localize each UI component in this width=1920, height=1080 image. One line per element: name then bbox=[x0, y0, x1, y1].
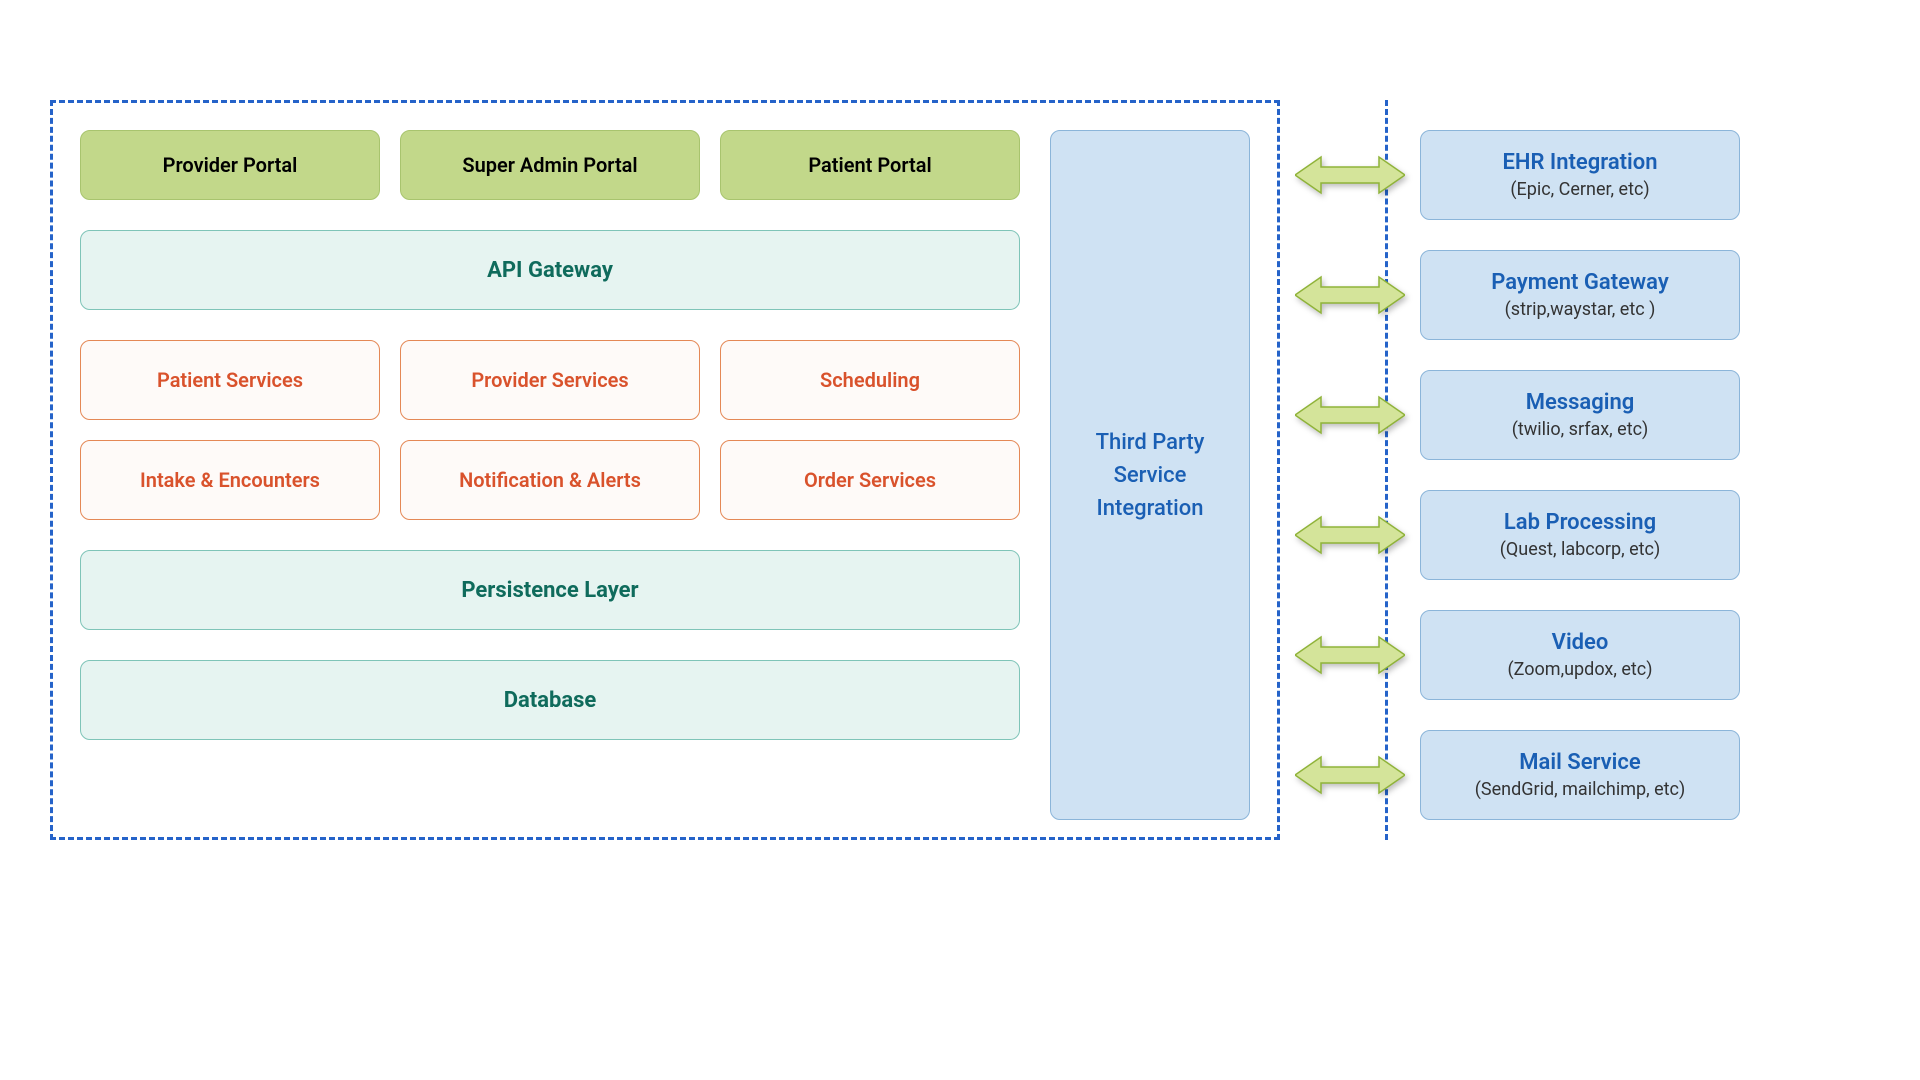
bidirectional-arrow-icon bbox=[1295, 753, 1405, 797]
service-label: Provider Services bbox=[471, 368, 628, 392]
bidirectional-arrow-icon bbox=[1295, 273, 1405, 317]
portal-label: Super Admin Portal bbox=[462, 153, 637, 177]
service-label: Order Services bbox=[804, 468, 936, 492]
ext-sub: (strip,waystar, etc ) bbox=[1505, 299, 1656, 320]
service-label: Notification & Alerts bbox=[459, 468, 641, 492]
service-patient: Patient Services bbox=[80, 340, 380, 420]
api-gateway: API Gateway bbox=[80, 230, 1020, 310]
service-label: Scheduling bbox=[820, 368, 920, 392]
persistence-label: Persistence Layer bbox=[461, 578, 638, 603]
ext-messaging: Messaging (twilio, srfax, etc) bbox=[1420, 370, 1740, 460]
persistence-layer: Persistence Layer bbox=[80, 550, 1020, 630]
service-label: Patient Services bbox=[157, 368, 303, 392]
ext-payment: Payment Gateway (strip,waystar, etc ) bbox=[1420, 250, 1740, 340]
ext-ehr: EHR Integration (Epic, Cerner, etc) bbox=[1420, 130, 1740, 220]
bidirectional-arrow-icon bbox=[1295, 513, 1405, 557]
portal-label: Provider Portal bbox=[163, 153, 298, 177]
service-label: Intake & Encounters bbox=[140, 468, 320, 492]
bidirectional-arrow-icon bbox=[1295, 393, 1405, 437]
service-order: Order Services bbox=[720, 440, 1020, 520]
ext-title: Lab Processing bbox=[1504, 510, 1656, 535]
ext-title: Video bbox=[1552, 630, 1609, 655]
portal-provider: Provider Portal bbox=[80, 130, 380, 200]
database: Database bbox=[80, 660, 1020, 740]
ext-title: Messaging bbox=[1526, 390, 1635, 415]
portal-super-admin: Super Admin Portal bbox=[400, 130, 700, 200]
ext-title: EHR Integration bbox=[1503, 150, 1658, 175]
ext-title: Payment Gateway bbox=[1491, 270, 1669, 295]
ext-sub: (twilio, srfax, etc) bbox=[1512, 419, 1649, 440]
database-label: Database bbox=[504, 688, 597, 713]
portal-label: Patient Portal bbox=[808, 153, 931, 177]
bidirectional-arrow-icon bbox=[1295, 153, 1405, 197]
service-provider: Provider Services bbox=[400, 340, 700, 420]
bidirectional-arrow-icon bbox=[1295, 633, 1405, 677]
service-scheduling: Scheduling bbox=[720, 340, 1020, 420]
ext-mail: Mail Service (SendGrid, mailchimp, etc) bbox=[1420, 730, 1740, 820]
api-gateway-label: API Gateway bbox=[487, 258, 613, 283]
external-boundary-line bbox=[1385, 100, 1388, 840]
ext-sub: (Quest, labcorp, etc) bbox=[1500, 539, 1661, 560]
portal-patient: Patient Portal bbox=[720, 130, 1020, 200]
third-party-label: Third Party Service Integration bbox=[1080, 426, 1220, 525]
ext-sub: (Zoom,updox, etc) bbox=[1508, 659, 1653, 680]
service-intake: Intake & Encounters bbox=[80, 440, 380, 520]
ext-video: Video (Zoom,updox, etc) bbox=[1420, 610, 1740, 700]
ext-title: Mail Service bbox=[1519, 750, 1640, 775]
service-notification: Notification & Alerts bbox=[400, 440, 700, 520]
ext-sub: (Epic, Cerner, etc) bbox=[1510, 179, 1649, 200]
ext-sub: (SendGrid, mailchimp, etc) bbox=[1475, 779, 1685, 800]
diagram-canvas: Provider Portal Super Admin Portal Patie… bbox=[50, 100, 1870, 860]
ext-lab: Lab Processing (Quest, labcorp, etc) bbox=[1420, 490, 1740, 580]
third-party-integration: Third Party Service Integration bbox=[1050, 130, 1250, 820]
